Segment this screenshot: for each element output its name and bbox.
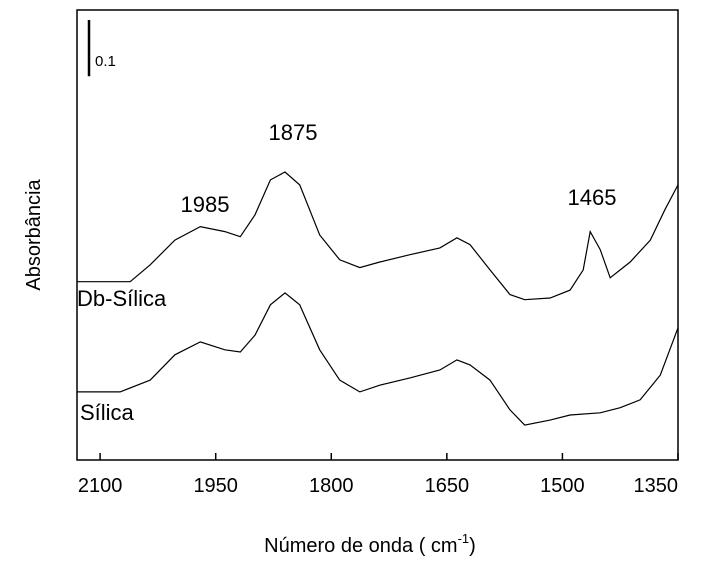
x-tick-label: 1800 bbox=[309, 475, 354, 497]
peak-label: 1465 bbox=[568, 185, 617, 210]
x-tick-label: 1650 bbox=[425, 475, 470, 497]
peak-label: 1985 bbox=[181, 192, 230, 217]
peak-label: 1875 bbox=[269, 120, 318, 145]
x-axis-label: Número de onda ( cm-1) bbox=[264, 531, 476, 557]
scale-bar-label: 0.1 bbox=[95, 53, 116, 70]
y-axis-label: Absorbância bbox=[23, 179, 45, 291]
x-tick-label: 1350 bbox=[634, 475, 679, 497]
series-label: Sílica bbox=[80, 400, 135, 425]
series-label: Db-Sílica bbox=[77, 286, 167, 311]
x-tick-label: 1950 bbox=[193, 475, 238, 497]
spectrum-line bbox=[77, 171, 679, 301]
x-label-text: Número de onda ( cm bbox=[264, 535, 457, 557]
x-tick-label: 2100 bbox=[78, 475, 123, 497]
x-label-sup: -1 bbox=[458, 531, 470, 546]
x-tick-label: 1500 bbox=[540, 475, 585, 497]
x-label-end: ) bbox=[469, 535, 476, 557]
spectrum-line bbox=[77, 292, 679, 426]
plot-frame bbox=[76, 9, 679, 461]
